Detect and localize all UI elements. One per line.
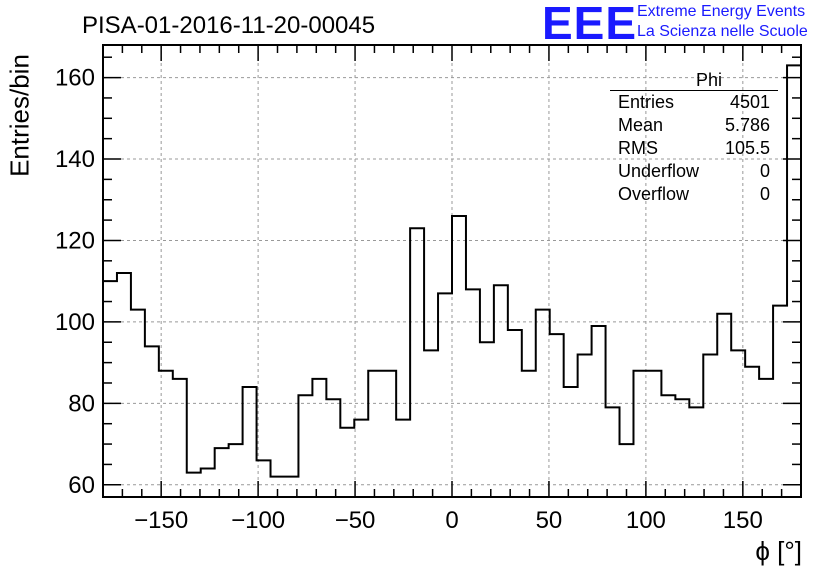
x-tick-label: −150 — [134, 507, 188, 534]
histogram-bin — [298, 395, 312, 497]
stats-label: Entries — [618, 92, 675, 112]
histogram-bin — [424, 350, 438, 497]
stats-box: Phi Entries 4501 Mean 5.786 RMS 105.5 Un… — [610, 70, 778, 206]
stats-row-underflow: Underflow 0 — [610, 160, 778, 183]
stats-value: 0 — [759, 161, 770, 181]
stats-label: Mean — [618, 115, 664, 135]
x-tick-label: 0 — [445, 507, 458, 534]
histogram-bin — [368, 371, 382, 497]
stats-value: 105.5 — [724, 138, 770, 158]
histogram-bin — [773, 306, 787, 497]
histogram-bin — [229, 444, 243, 497]
y-tick-label: 80 — [68, 390, 95, 417]
x-axis-label: ϕ [°] — [755, 536, 802, 566]
histogram-bin — [466, 289, 480, 497]
stats-title: Phi — [610, 70, 778, 91]
x-tick-label: 150 — [723, 507, 763, 534]
histogram-bin — [647, 371, 661, 497]
histogram-bin — [703, 354, 717, 497]
eee-tagline-line2: La Scienza nelle Scuole — [637, 23, 808, 40]
y-tick-label: 160 — [55, 65, 95, 92]
histogram-bin — [494, 285, 508, 497]
histogram-bin — [326, 399, 340, 497]
y-axis-label: Entries/bin — [4, 54, 35, 177]
histogram-bin — [145, 346, 159, 497]
stats-label: Underflow — [618, 161, 700, 181]
histogram-bin — [480, 342, 494, 497]
histogram-bin — [717, 314, 731, 497]
histogram-bin — [592, 326, 606, 497]
histogram-bin — [382, 371, 396, 497]
x-tick-label: −50 — [335, 507, 376, 534]
y-tick-label: 120 — [55, 227, 95, 254]
stats-row-entries: Entries 4501 — [610, 91, 778, 114]
eee-logo: EEE — [542, 0, 638, 49]
x-tick-label: −100 — [231, 507, 285, 534]
histogram-series — [103, 64, 801, 478]
histogram-bin — [117, 273, 131, 497]
histogram-bin — [508, 330, 522, 497]
histogram-bin — [438, 293, 452, 497]
histogram-bin — [522, 371, 536, 497]
stats-row-rms: RMS 105.5 — [610, 137, 778, 160]
histogram-bin — [578, 354, 592, 497]
y-tick-label: 60 — [68, 472, 95, 499]
histogram-bin — [452, 216, 466, 497]
histogram-bin — [340, 428, 354, 497]
stats-value: 4501 — [729, 92, 770, 112]
y-tick-label: 140 — [55, 146, 95, 173]
stats-row-mean: Mean 5.786 — [610, 114, 778, 137]
y-tick-label: 100 — [55, 309, 95, 336]
eee-tagline-line1: Extreme Energy Events — [637, 3, 806, 20]
eee-tagline: Extreme Energy Events La Scienza nelle S… — [637, 2, 808, 42]
stats-label: RMS — [618, 138, 658, 158]
histogram-bin — [745, 367, 759, 497]
histogram-bin — [606, 407, 620, 497]
histogram-bin — [550, 334, 564, 497]
stats-value: 5.786 — [724, 115, 770, 135]
histogram-bin — [661, 395, 675, 497]
histogram-bin — [689, 407, 703, 497]
stats-value: 0 — [759, 184, 770, 204]
chart-title: PISA-01-2016-11-20-00045 — [82, 12, 376, 39]
histogram-bin — [312, 379, 326, 497]
histogram-bin — [201, 468, 215, 497]
histogram-bin — [396, 420, 410, 497]
stats-label: Overflow — [618, 184, 690, 204]
histogram-bin — [410, 228, 424, 497]
x-tick-label: 100 — [626, 507, 666, 534]
histogram-bin — [675, 399, 689, 497]
stats-row-overflow: Overflow 0 — [610, 183, 778, 206]
histogram-bin — [173, 379, 187, 497]
x-tick-label: 50 — [536, 507, 563, 534]
histogram-bin — [354, 420, 368, 497]
histogram-bin — [633, 371, 647, 497]
histogram-bin — [759, 379, 773, 497]
histogram-bin — [215, 448, 229, 497]
